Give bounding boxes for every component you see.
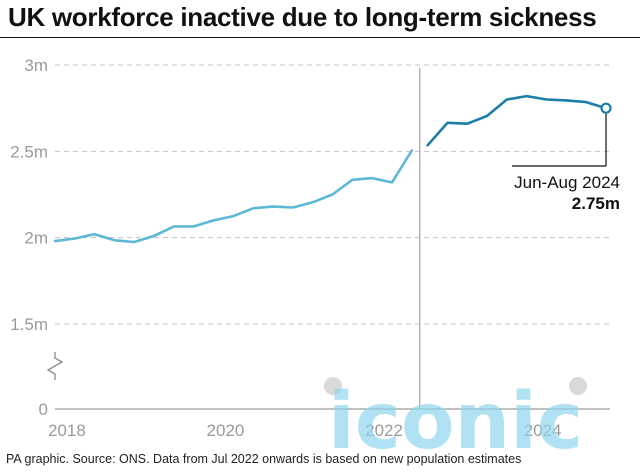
chart-title: UK workforce inactive due to long-term s… xyxy=(8,2,597,32)
footer-source: PA graphic. Source: ONS. Data from Jul 2… xyxy=(6,452,522,466)
line-chart: 3m 2.5m 2m 1.5m 0 2018 2020 2022 2024 iconic Ju… xyxy=(10,56,620,450)
annotation-value: 2.75m xyxy=(572,194,620,213)
x-axis-ticks: 2018 2020 2022 2024 xyxy=(48,421,562,440)
y-tick-label: 0 xyxy=(39,400,48,419)
y-axis-ticks: 3m 2.5m 2m 1.5m 0 xyxy=(10,56,48,419)
series-line-1 xyxy=(53,149,414,244)
y-tick-label: 2.5m xyxy=(10,142,48,161)
x-tick-label: 2020 xyxy=(207,421,245,440)
series-line-2 xyxy=(426,94,608,147)
y-tick-label: 1.5m xyxy=(10,315,48,334)
annotation: Jun-Aug 2024 2.75m xyxy=(512,102,620,213)
x-tick-label: 2022 xyxy=(365,421,403,440)
series-lines xyxy=(53,94,608,244)
y-tick-label: 2m xyxy=(24,229,48,248)
gridlines xyxy=(55,64,610,410)
x-tick-label: 2024 xyxy=(524,421,562,440)
annotation-label: Jun-Aug 2024 xyxy=(514,173,620,192)
watermark-logo: iconic xyxy=(324,377,587,450)
x-tick-label: 2018 xyxy=(48,421,86,440)
title-rule xyxy=(0,37,640,38)
axis-break-mark xyxy=(46,352,64,380)
y-tick-label: 3m xyxy=(24,56,48,75)
last-point-marker xyxy=(600,102,612,114)
watermark-text: iconic xyxy=(328,377,583,450)
